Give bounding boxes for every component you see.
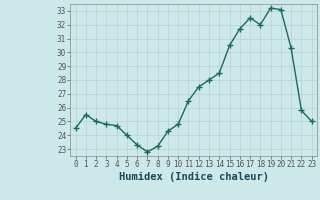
- X-axis label: Humidex (Indice chaleur): Humidex (Indice chaleur): [119, 172, 268, 182]
